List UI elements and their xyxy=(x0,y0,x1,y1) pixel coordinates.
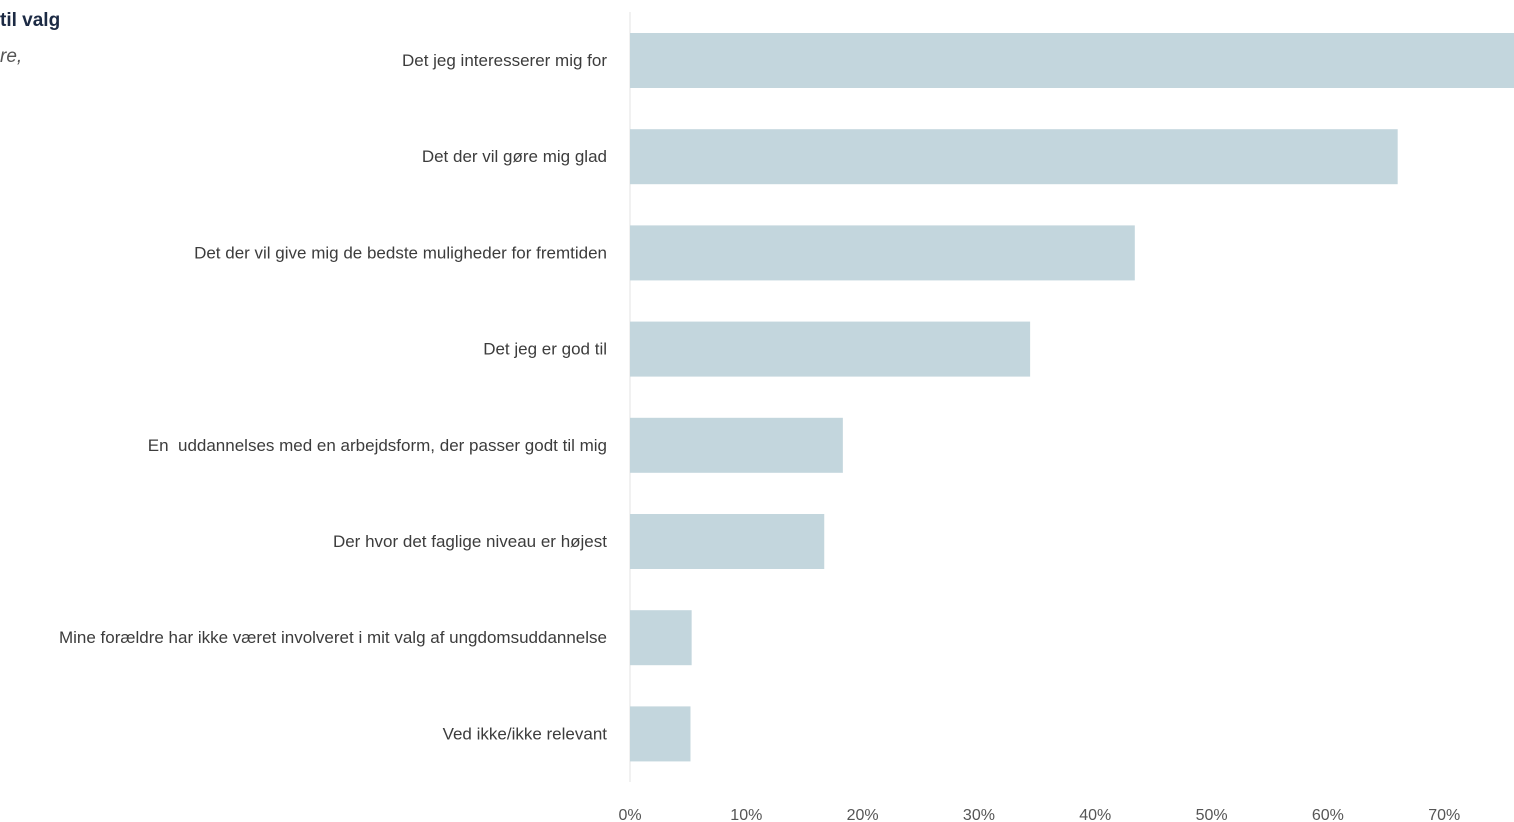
category-label: Det jeg er god til xyxy=(483,340,607,359)
x-tick-label: 40% xyxy=(1079,807,1111,822)
category-label: Det der vil give mig de bedste mulighede… xyxy=(194,243,607,262)
x-tick-label: 10% xyxy=(730,807,762,822)
category-label: Der hvor det faglige niveau er højest xyxy=(333,532,607,551)
bar xyxy=(630,417,843,473)
x-tick-label: 50% xyxy=(1196,807,1228,822)
category-label: Ved ikke/ikke relevant xyxy=(443,724,608,743)
category-label: En uddannelses med en arbejdsform, der p… xyxy=(148,436,607,455)
category-label: Mine forældre har ikke været involveret … xyxy=(59,628,607,647)
bar xyxy=(630,33,1514,88)
bar xyxy=(630,514,825,569)
chart-subtitle-fragment: re, xyxy=(0,46,23,67)
x-tick-label: 20% xyxy=(847,807,879,822)
category-label: Det jeg interesserer mig for xyxy=(402,51,607,70)
bar xyxy=(630,610,692,666)
bar xyxy=(630,225,1135,281)
x-tick-label: 60% xyxy=(1312,807,1344,822)
chart-title-fragment: til valg xyxy=(0,10,61,31)
category-label: Det der vil gøre mig glad xyxy=(422,147,607,166)
x-tick-label: 0% xyxy=(618,807,641,822)
bar xyxy=(630,706,691,762)
x-tick-label: 70% xyxy=(1428,807,1460,822)
bar xyxy=(630,129,1398,185)
bar xyxy=(630,321,1031,377)
x-tick-label: 30% xyxy=(963,807,995,822)
